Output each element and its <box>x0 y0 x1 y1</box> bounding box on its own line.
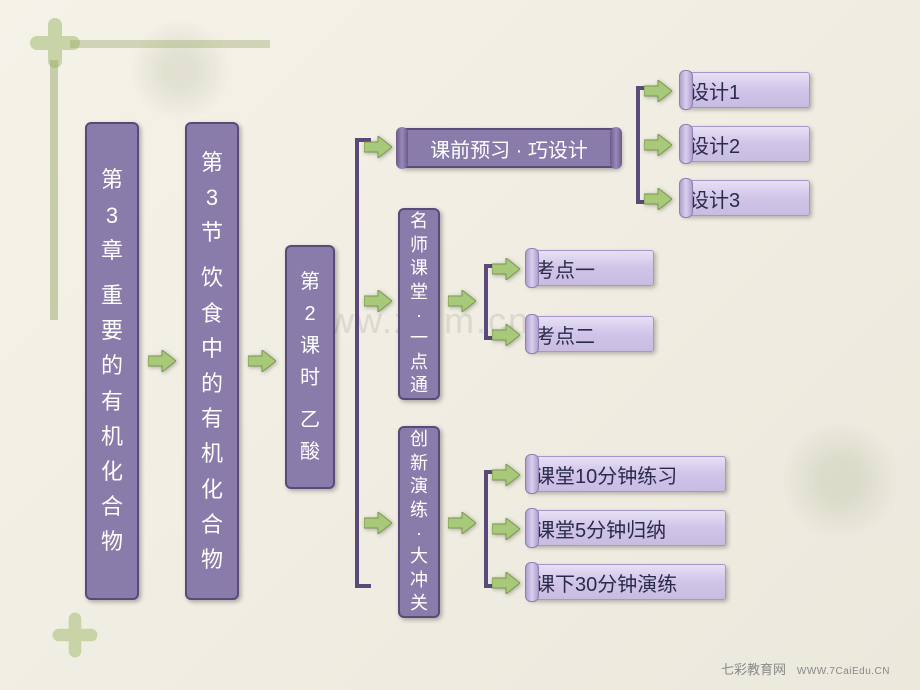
b1-item2[interactable]: 设计2 <box>680 126 810 162</box>
chapter-text: 第3章 重要的有机化合物 <box>101 162 123 559</box>
branch2-text: 名师课堂·一点通 <box>410 210 428 397</box>
b1-item3[interactable]: 设计3 <box>680 180 810 216</box>
branch3-text: 创新演练·大冲关 <box>410 428 428 615</box>
b1-item1[interactable]: 设计1 <box>680 72 810 108</box>
arrow-section-period <box>248 350 276 372</box>
arrow-b3-item3 <box>492 572 520 594</box>
branch2-bracket <box>484 264 488 340</box>
section-text: 第3节 饮食中的有机化合物 <box>201 145 223 577</box>
main-bracket <box>355 138 359 588</box>
arrow-b1-item2 <box>644 134 672 156</box>
period-box: 第2课时 乙酸 <box>285 245 335 489</box>
footer-name: 七彩教育网 <box>721 662 786 677</box>
arrow-chapter-section <box>148 350 176 372</box>
arrow-branch2-out <box>448 290 476 312</box>
arrow-b1-item1 <box>644 80 672 102</box>
b3-item1[interactable]: 课堂10分钟练习 <box>526 456 726 492</box>
branch1-title: 课前预习 · 巧设计 <box>398 128 620 168</box>
b2-item1-label: 考点一 <box>535 254 595 283</box>
b1-item3-label: 设计3 <box>689 184 740 213</box>
b3-item3[interactable]: 课下30分钟演练 <box>526 564 726 600</box>
b3-item2[interactable]: 课堂5分钟归纳 <box>526 510 726 546</box>
branch2-box: 名师课堂·一点通 <box>398 208 440 400</box>
arrow-b2-item2 <box>492 324 520 346</box>
arrow-branch2 <box>364 290 392 312</box>
b3-item3-label: 课下30分钟演练 <box>535 568 677 597</box>
branch1-bracket <box>636 86 640 204</box>
b2-item2[interactable]: 考点二 <box>526 316 654 352</box>
footer-url: WWW.7CaiEdu.CN <box>797 666 890 677</box>
footer: 七彩教育网 WWW.7CaiEdu.CN <box>721 659 890 678</box>
branch3-bracket <box>484 470 488 588</box>
arrow-b1-item3 <box>644 188 672 210</box>
arrow-b3-item1 <box>492 464 520 486</box>
arrow-branch3-out <box>448 512 476 534</box>
b2-item1[interactable]: 考点一 <box>526 250 654 286</box>
arrow-branch3 <box>364 512 392 534</box>
b3-item1-label: 课堂10分钟练习 <box>535 460 677 489</box>
section-box: 第3节 饮食中的有机化合物 <box>185 122 239 600</box>
b1-item2-label: 设计2 <box>689 130 740 159</box>
branch3-box: 创新演练·大冲关 <box>398 426 440 618</box>
chapter-box: 第3章 重要的有机化合物 <box>85 122 139 600</box>
period-text: 第2课时 乙酸 <box>300 266 320 468</box>
b2-item2-label: 考点二 <box>535 320 595 349</box>
b1-item1-label: 设计1 <box>689 76 740 105</box>
arrow-branch1 <box>364 136 392 158</box>
arrow-b2-item1 <box>492 258 520 280</box>
arrow-b3-item2 <box>492 518 520 540</box>
b3-item2-label: 课堂5分钟归纳 <box>535 514 666 543</box>
